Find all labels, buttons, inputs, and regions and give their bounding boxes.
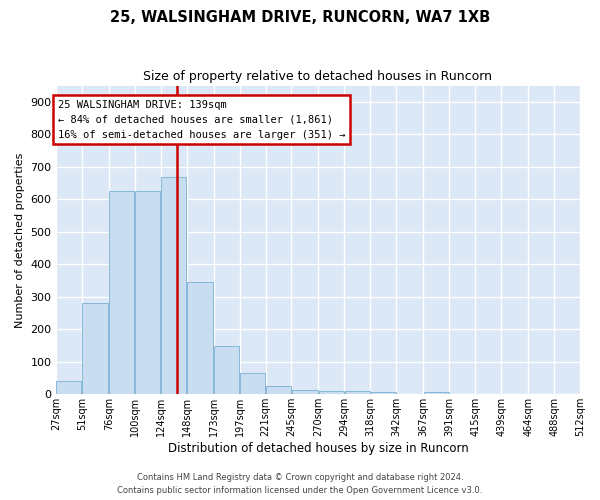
Bar [266,386,291,394]
Bar [424,392,449,394]
Bar [187,282,213,395]
X-axis label: Distribution of detached houses by size in Runcorn: Distribution of detached houses by size … [167,442,468,455]
Bar [319,391,344,394]
Bar [56,382,82,394]
Text: Contains HM Land Registry data © Crown copyright and database right 2024.
Contai: Contains HM Land Registry data © Crown c… [118,474,482,495]
Text: 25, WALSINGHAM DRIVE, RUNCORN, WA7 1XB: 25, WALSINGHAM DRIVE, RUNCORN, WA7 1XB [110,10,490,25]
Bar [109,191,134,394]
Text: 25 WALSINGHAM DRIVE: 139sqm
← 84% of detached houses are smaller (1,861)
16% of : 25 WALSINGHAM DRIVE: 139sqm ← 84% of det… [58,100,346,140]
Bar [214,346,239,395]
Bar [240,372,265,394]
Bar [135,191,160,394]
Bar [345,391,370,394]
Title: Size of property relative to detached houses in Runcorn: Size of property relative to detached ho… [143,70,493,83]
Y-axis label: Number of detached properties: Number of detached properties [15,152,25,328]
Bar [82,304,109,394]
Bar [371,392,396,394]
Bar [161,176,186,394]
Bar [292,390,318,394]
